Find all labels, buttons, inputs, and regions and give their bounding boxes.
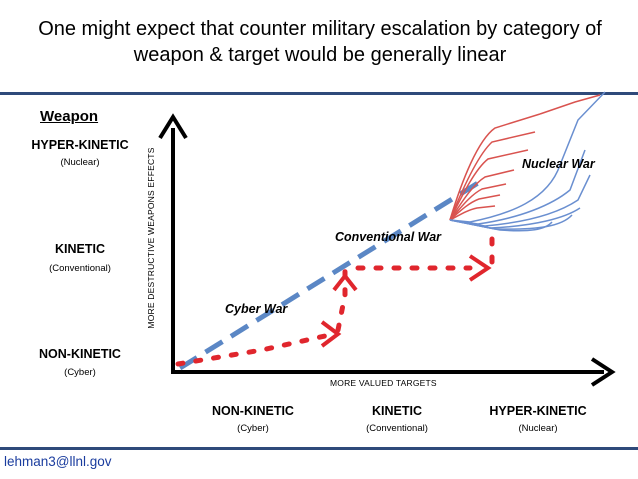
- weapon-level-non-kinetic-sub: (Cyber): [64, 367, 96, 378]
- x-axis-arrowhead: [590, 357, 616, 387]
- weapon-level-kinetic: KINETIC: [55, 242, 105, 256]
- target-level-kinetic: KINETIC: [372, 404, 422, 418]
- weapon-level-hyper-kinetic: HYPER-KINETIC: [31, 138, 129, 152]
- weapon-level-kinetic-sub: (Conventional): [49, 263, 111, 274]
- label-nuclear-war: Nuclear War: [522, 157, 595, 171]
- x-axis-label: MORE VALUED TARGETS: [330, 378, 437, 388]
- nuclear-escalation-fan: [449, 91, 606, 232]
- escalation-arrowheads: [320, 254, 492, 348]
- slide-title: One might expect that counter military e…: [38, 18, 602, 66]
- label-conventional-war: Conventional War: [335, 230, 442, 244]
- target-level-hyper-kinetic-sub: (Nuclear): [518, 423, 558, 434]
- target-level-non-kinetic: NON-KINETIC: [212, 404, 294, 418]
- weapon-heading: Weapon: [40, 108, 99, 125]
- weapon-level-hyper-kinetic-sub: (Nuclear): [60, 157, 100, 168]
- escalation-path: [175, 225, 495, 367]
- weapon-level-non-kinetic: NON-KINETIC: [39, 347, 121, 361]
- footer-divider: [0, 447, 638, 450]
- title-divider: [0, 92, 638, 95]
- label-cyber-war: Cyber War: [225, 302, 288, 316]
- footer-email-link[interactable]: lehman3@llnl.gov: [4, 454, 112, 469]
- target-level-non-kinetic-sub: (Cyber): [237, 423, 269, 434]
- target-level-hyper-kinetic: HYPER-KINETIC: [489, 404, 587, 418]
- target-level-kinetic-sub: (Conventional): [366, 423, 428, 434]
- y-axis-arrowhead: [158, 113, 188, 140]
